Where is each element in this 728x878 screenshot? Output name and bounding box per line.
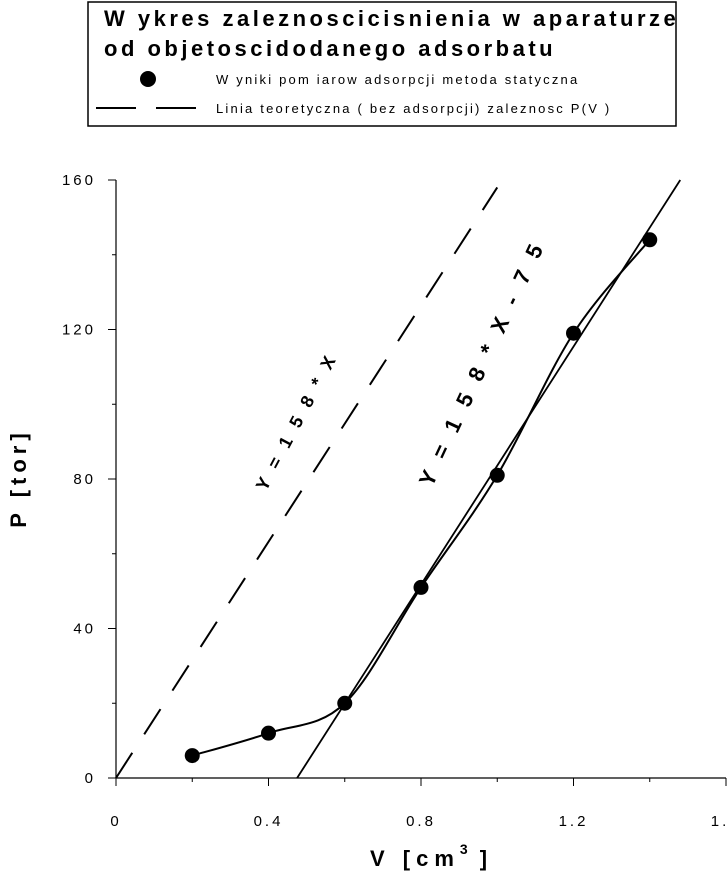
annotation-theoretical-equation: Y = 1 5 8 * X	[252, 349, 342, 494]
chart-title-line1: W ykres zaleznoscicisnienia w aparaturze	[104, 6, 679, 31]
y-tick-label: 120	[62, 322, 96, 339]
x-axis-label-close: ]	[480, 846, 493, 871]
annotation-fit-equation: Y = 1 5 8 * X - 7 5	[414, 236, 550, 490]
y-tick-label: 0	[85, 770, 96, 787]
y-axis-label: P [tor]	[6, 428, 31, 527]
x-tick-label: 1.	[711, 813, 728, 830]
y-tick-label: 40	[73, 621, 96, 638]
fit-solid-line	[296, 179, 682, 779]
legend-box: W ykres zaleznoscicisnienia w aparaturze…	[87, 1, 679, 127]
y-tick-label: 80	[73, 471, 96, 488]
data-point	[261, 725, 276, 741]
ticks	[108, 179, 727, 786]
measurement-curve	[191, 239, 651, 757]
x-axis-label-text: V [cm	[370, 846, 460, 871]
series-layer	[115, 179, 682, 779]
data-point	[489, 467, 505, 483]
data-point	[566, 325, 581, 341]
chart-title-line2: od objetoscidodanego adsorbatu	[104, 36, 556, 61]
data-point	[337, 695, 353, 711]
x-tick-label: 1.2	[559, 813, 589, 830]
data-point	[184, 748, 200, 764]
legend-label-theoretical: Linia teoretyczna ( bez adsorpcji) zalez…	[216, 101, 611, 116]
x-axis-label-superscript: 3	[460, 841, 474, 857]
theoretical-dashed-line	[115, 186, 499, 779]
legend-marker-circle	[140, 71, 156, 87]
x-axis-label: V [cm3]	[370, 841, 493, 871]
y-tick-label: 160	[62, 172, 96, 189]
x-tick-label: 0.8	[406, 813, 436, 830]
tick-labels: 0 40 80 120 160 0 0.4 0.8 1.2 1.	[62, 172, 728, 830]
x-tick-label: 0	[110, 813, 121, 830]
data-point	[413, 579, 429, 595]
x-tick-label: 0.4	[254, 813, 284, 830]
legend-label-measurements: W yniki pom iarow adsorpcji metoda staty…	[216, 72, 579, 87]
legend-frame	[87, 1, 677, 127]
marker-layer	[184, 232, 658, 764]
data-point	[642, 232, 658, 248]
